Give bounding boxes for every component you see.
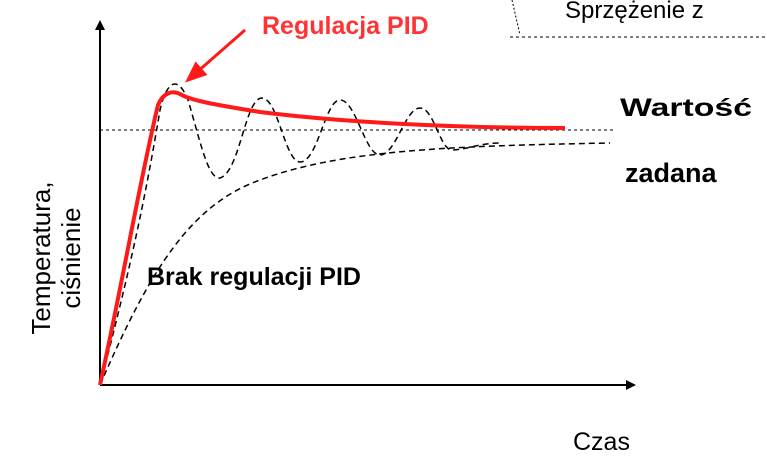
- pointer-line: [511, 0, 521, 36]
- setpoint-label: Wartość: [620, 94, 752, 122]
- oscillating-response: [99, 83, 501, 386]
- pid-arrow: [184, 28, 246, 83]
- no-pid-label: Brak regulacji PID: [147, 263, 361, 291]
- no-pid-response: [99, 142, 611, 386]
- y-axis-label: Temperatura,: [26, 181, 56, 334]
- x-axis-label: Czas: [573, 428, 630, 456]
- setpoint-label: zadana: [625, 158, 718, 188]
- pid-response: [98, 90, 566, 386]
- y-axis-label: ciśnienie: [56, 207, 86, 308]
- feedback-label: Sprzężenie z: [565, 0, 704, 24]
- pid-label: Regulacja PID: [262, 12, 429, 40]
